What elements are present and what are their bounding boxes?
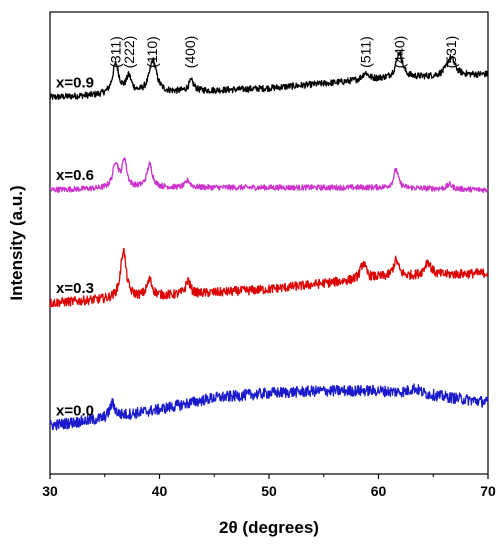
series-layer: [49, 50, 489, 431]
peak-label: (311): [108, 36, 124, 68]
x-axis-title: 2θ (degrees): [219, 518, 319, 537]
peak-labels: (311)(222) (110) (400) (511) (440) (531): [108, 36, 459, 69]
peak-label: (440): [391, 36, 407, 69]
series-label: x=0.6: [56, 167, 94, 184]
x-tick-label: 50: [261, 483, 277, 499]
series-line: [49, 157, 489, 194]
x-tick-label: 30: [42, 483, 58, 499]
series-label: x=0.9: [56, 74, 94, 91]
series-label: x=0.0: [56, 402, 94, 419]
series-line: [49, 50, 489, 101]
plot-frame: [49, 11, 489, 475]
x-tick-label: 70: [480, 483, 496, 499]
x-axis-ticks: 30 40 50 60 70: [42, 474, 496, 499]
peak-label: (110): [144, 36, 160, 68]
peak-label: (511): [357, 36, 373, 68]
series-labels: x=0.9 x=0.6 x=0.3 x=0.0: [56, 74, 94, 419]
series-label: x=0.3: [56, 280, 94, 297]
peak-label: (400): [182, 36, 198, 69]
series-line: [49, 247, 489, 308]
peak-label: (531): [443, 36, 459, 69]
series-line: [49, 383, 489, 431]
x-tick-label: 60: [371, 483, 387, 499]
y-axis-title: Intensity (a.u.): [7, 185, 26, 300]
x-tick-label: 40: [152, 483, 168, 499]
peak-label: (222): [121, 36, 137, 69]
